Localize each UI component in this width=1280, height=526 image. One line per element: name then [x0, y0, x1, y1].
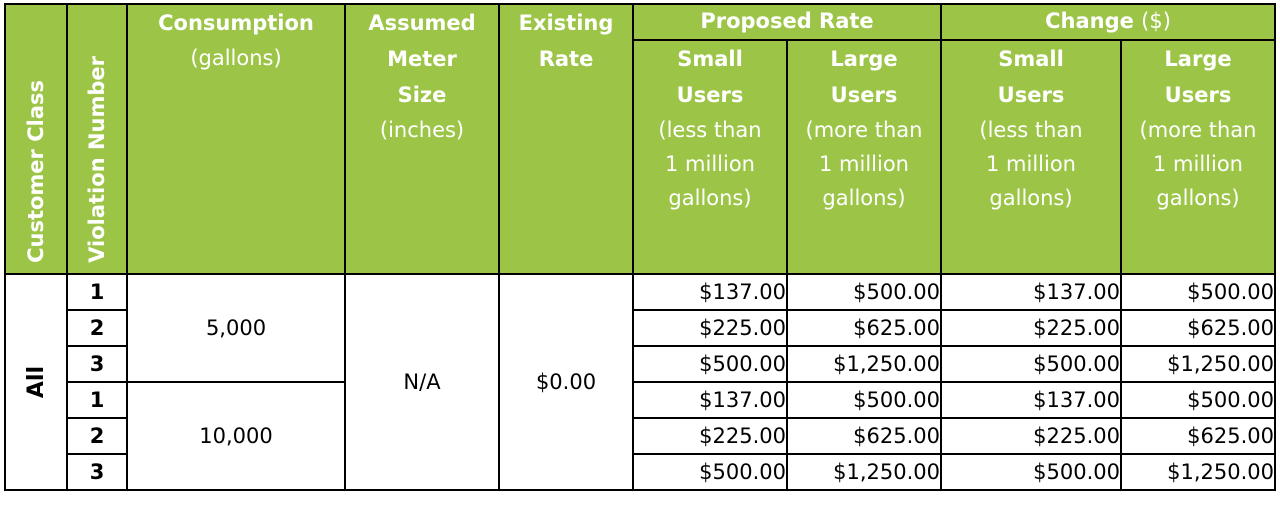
- existing-rate-header: Existing Rate: [498, 3, 634, 275]
- consumption-cell: 10,000: [126, 381, 346, 491]
- consumption-label: Consumption: [158, 11, 314, 35]
- change-large-cell: $1,250.00: [1119, 453, 1277, 491]
- violation-number-cell: 2: [66, 309, 128, 347]
- table-row: 3 $500.00 $1,250.00 $500.00 $1,250.00: [5, 345, 1277, 383]
- meter-size-header: Assumed Meter Size (inches): [344, 3, 500, 275]
- violation-number-cell: 1: [66, 273, 128, 311]
- proposed-large-cell: $625.00: [786, 309, 942, 347]
- violation-number-cell: 3: [66, 453, 128, 491]
- change-large-cell: $500.00: [1119, 381, 1277, 419]
- proposed-rate-header: Proposed Rate: [632, 3, 942, 41]
- change-small-cell: $500.00: [940, 345, 1122, 383]
- change-small-users-header: Small Users (less than 1 million gallons…: [940, 39, 1122, 275]
- table-row: 3 $500.00 $1,250.00 $500.00 $1,250.00: [5, 453, 1277, 491]
- change-large-cell: $625.00: [1119, 309, 1277, 347]
- table-row: All 1 5,000 N/A $0.00 $137.00 $500.00 $1…: [4, 273, 1277, 491]
- table-row: 2 $225.00 $625.00 $225.00 $625.00: [5, 417, 1277, 455]
- proposed-small-cell: $137.00: [632, 273, 788, 311]
- proposed-small-cell: $137.00: [632, 381, 788, 419]
- customer-class-cell: All: [4, 273, 68, 491]
- proposed-small-cell: $225.00: [632, 309, 788, 347]
- proposed-large-cell: $500.00: [786, 381, 942, 419]
- change-large-users-header: Large Users (more than 1 million gallons…: [1119, 39, 1277, 275]
- consumption-cell: 5,000: [126, 273, 346, 383]
- change-small-cell: $137.00: [940, 381, 1122, 419]
- proposed-large-cell: $1,250.00: [786, 345, 942, 383]
- proposed-large-cell: $500.00: [786, 273, 942, 311]
- consumption-unit: (gallons): [190, 46, 282, 70]
- existing-rate-cell: $0.00: [498, 273, 634, 491]
- change-large-cell: $1,250.00: [1119, 345, 1277, 383]
- violation-number-cell: 2: [66, 417, 128, 455]
- violation-number-header: Violation Number: [66, 3, 128, 275]
- proposed-small-cell: $500.00: [632, 453, 788, 491]
- table-row: 2 $225.00 $625.00 $225.00 $625.00: [5, 309, 1277, 347]
- proposed-small-cell: $500.00: [632, 345, 788, 383]
- change-small-cell: $137.00: [940, 273, 1122, 311]
- proposed-small-users-header: Small Users (less than 1 million gallons…: [632, 39, 788, 275]
- violation-number-cell: 1: [66, 381, 128, 419]
- change-large-cell: $625.00: [1119, 417, 1277, 455]
- meter-size-cell: N/A: [344, 273, 500, 491]
- change-large-cell: $500.00: [1119, 273, 1277, 311]
- change-small-cell: $500.00: [940, 453, 1122, 491]
- rate-table: Customer Class Violation Number Consumpt…: [4, 3, 1277, 491]
- change-small-cell: $225.00: [940, 309, 1122, 347]
- proposed-large-users-header: Large Users (more than 1 million gallons…: [786, 39, 942, 275]
- violation-number-cell: 3: [66, 345, 128, 383]
- table-row: 1 10,000 $137.00 $500.00 $137.00 $500.00: [5, 381, 1277, 491]
- proposed-large-cell: $625.00: [786, 417, 942, 455]
- consumption-header: Consumption (gallons): [126, 3, 346, 275]
- proposed-small-cell: $225.00: [632, 417, 788, 455]
- change-header: Change ($): [939, 3, 1277, 41]
- proposed-large-cell: $1,250.00: [786, 453, 942, 491]
- change-small-cell: $225.00: [940, 417, 1122, 455]
- customer-class-header: Customer Class: [4, 3, 68, 275]
